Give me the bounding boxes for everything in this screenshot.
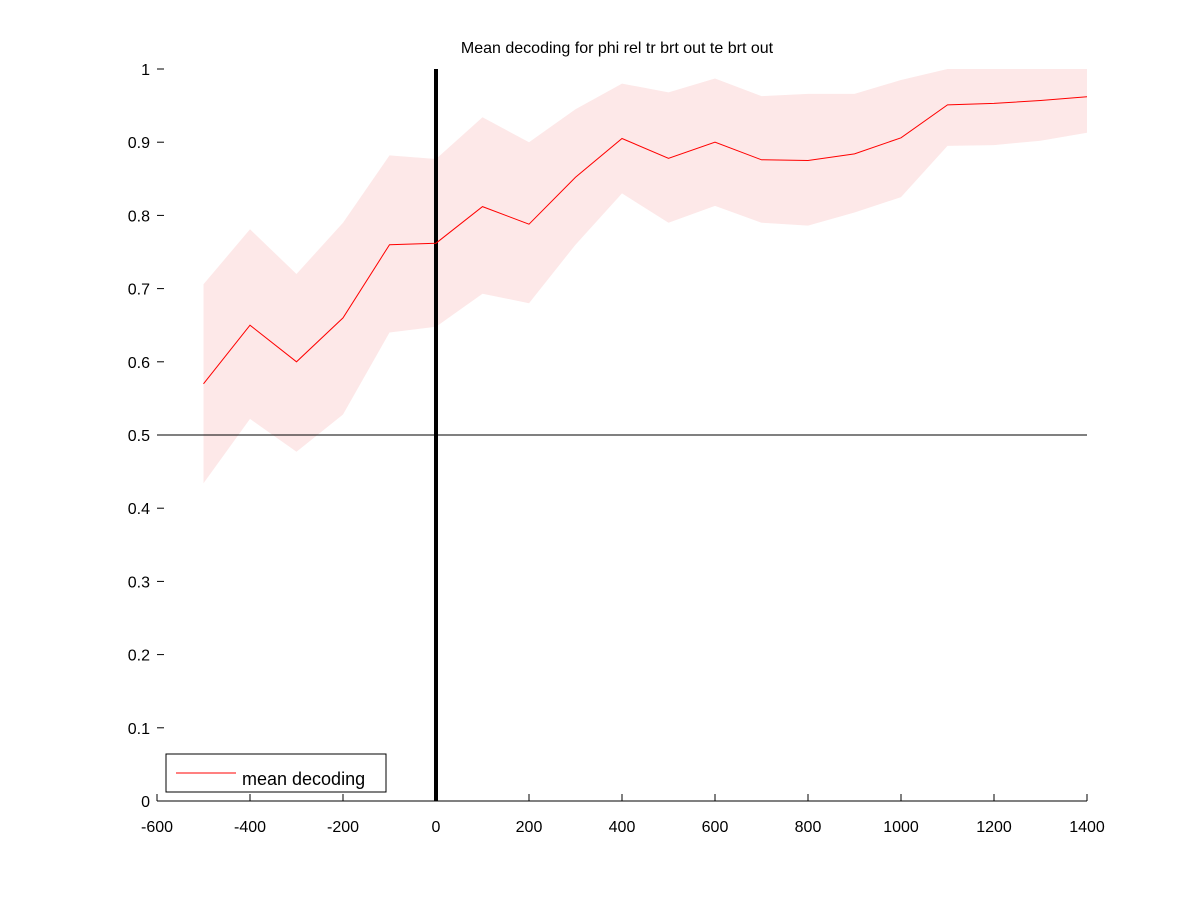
y-tick-label: 1 [141,62,150,79]
data-point [760,158,763,161]
series-line-layer [202,95,1089,385]
data-point [900,136,903,139]
y-tick-label: 0 [141,794,150,811]
data-point [1086,95,1089,98]
data-point [1039,99,1042,102]
data-point [574,176,577,179]
x-tick-label: 400 [609,819,636,836]
axes: -600 -400 -200 0 200 400 600 800 1000 1200 1400 0 0.… [128,62,1105,836]
data-point [435,242,438,245]
data-point [946,103,949,106]
y-tick-label: 0.9 [128,135,150,152]
data-point [993,102,996,105]
x-tick-label: 600 [702,819,729,836]
chart-title: Mean decoding for phi rel tr brt out te … [461,40,774,57]
x-tick-label: 200 [516,819,543,836]
data-point [481,205,484,208]
legend: mean decoding [165,753,387,793]
x-tick-label: 1000 [883,819,919,836]
y-tick-label: 0.8 [128,208,150,225]
y-tick-label: 0.7 [128,282,150,299]
data-point [621,137,624,140]
x-tick-label: 800 [795,819,822,836]
data-point [342,316,345,319]
series-line [203,96,1088,385]
reference-lines [157,69,1087,801]
data-point [853,152,856,155]
data-point [388,243,391,246]
x-tick-label: -400 [234,819,266,836]
x-tick-label: 0 [432,819,441,836]
y-tick-label: 0.2 [128,648,150,665]
y-tick-label: 0.5 [128,428,150,445]
data-point [295,360,298,363]
data-point [528,223,531,226]
data-point [667,157,670,160]
data-point [807,159,810,162]
y-tick-label: 0.1 [128,721,150,738]
x-tick-label: -600 [141,819,173,836]
confidence-band [203,69,1087,484]
y-tick-label: 0.3 [128,574,150,591]
x-tick-label: -200 [327,819,359,836]
data-point [202,382,205,385]
y-tick-label: 0.4 [128,501,150,518]
data-point [249,324,252,327]
y-tick-label: 0.6 [128,355,150,372]
legend-label: mean decoding [242,769,365,789]
x-tick-label: 1400 [1069,819,1105,836]
x-tick-label: 1200 [976,819,1012,836]
confidence-band-layer [203,69,1087,484]
data-point [714,141,717,144]
